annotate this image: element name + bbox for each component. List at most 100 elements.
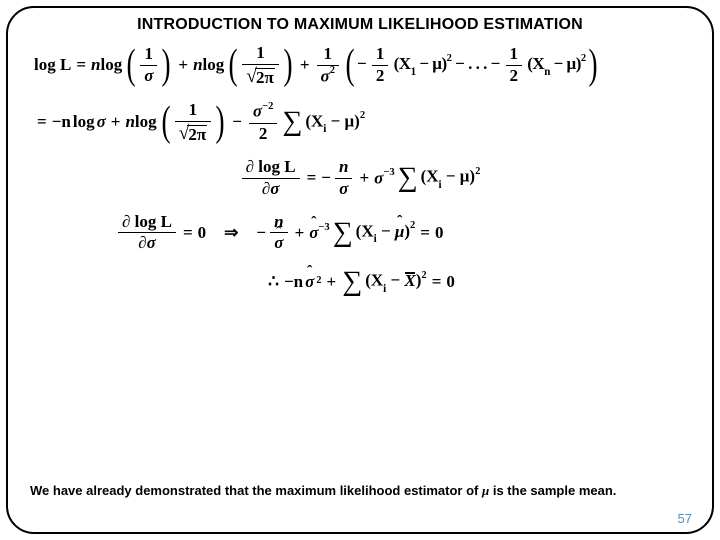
- eq3-sum: ∑: [398, 163, 418, 194]
- eq2-f3n: σ: [253, 102, 262, 121]
- eq3-tsup: 2: [475, 166, 480, 177]
- slide-frame: INTRODUCTION TO MAXIMUM LIKELIHOOD ESTIM…: [6, 6, 714, 534]
- eq3-pa: ∂: [246, 157, 254, 176]
- eq1-n2: n: [193, 55, 202, 74]
- eq4-eq1: =: [180, 224, 196, 243]
- eq4-implies: ⇒: [208, 224, 254, 243]
- eq4-m: −: [256, 224, 266, 243]
- eq4-logL: log L: [135, 212, 172, 231]
- eq3-sigsup: −3: [383, 167, 394, 178]
- eq1-hd2: 2: [506, 67, 522, 86]
- eq3-tsub: i: [439, 179, 442, 191]
- eq1-xna: (X: [527, 55, 544, 74]
- eq1-log2: log: [203, 55, 225, 74]
- eq1-plus2: +: [297, 56, 313, 75]
- eq2-log2: log: [135, 112, 157, 131]
- eq5-plus: +: [324, 273, 340, 292]
- eq2-ta: (X: [305, 111, 323, 130]
- equation-4: ∂ log L ∂σ = 0 ⇒ − nσ + σ−3 ∑ (Xi − μ)2 …: [26, 213, 694, 253]
- eq2-f3sup: −2: [262, 101, 273, 112]
- eq1-hn1: 1: [372, 45, 388, 64]
- eq2-n: n: [125, 112, 134, 131]
- eq1-minus1: −: [357, 55, 366, 74]
- eq2-plus: +: [108, 113, 124, 132]
- eq4-sum: ∑: [333, 218, 353, 249]
- eq2-f3d: 2: [255, 125, 272, 144]
- eq5-therefore: ∴: [265, 273, 282, 292]
- eq4-plus: +: [292, 224, 308, 243]
- eq1-xnb: − μ): [550, 55, 581, 74]
- eq1-equals: =: [73, 56, 89, 75]
- eq4-z2: 0: [435, 224, 444, 243]
- eq1-2pi1: 2π: [255, 68, 275, 88]
- eq1-hd1: 2: [372, 67, 388, 86]
- eq2-tsub: i: [323, 123, 326, 135]
- eq1-f1num: 1: [141, 45, 158, 64]
- eq4-z1: 0: [198, 224, 207, 243]
- eq2-tsup: 2: [360, 110, 365, 121]
- eq3-logL: log L: [258, 157, 295, 176]
- eq3-tb: − μ): [442, 167, 476, 186]
- eq5-tsub: i: [383, 283, 386, 295]
- eq1-dots: − . . . −: [455, 55, 500, 74]
- eq3-plus: +: [356, 169, 372, 188]
- eq5-zero: 0: [446, 273, 455, 292]
- eq4-muhat: μ: [395, 222, 404, 241]
- equation-5: ∴ −nσ2 + ∑ (Xi − X)2 = 0: [26, 267, 694, 298]
- eq2-t1: −n: [52, 113, 71, 132]
- eq1-f3den: σ: [321, 66, 330, 85]
- eq4-tsub: i: [374, 233, 377, 245]
- eq5-ta: (X: [365, 271, 383, 290]
- eq1-f2num: 1: [252, 44, 269, 63]
- eq1-hn2: 1: [506, 45, 522, 64]
- eq4-sigsup: −3: [318, 222, 329, 233]
- eq5-minus: −: [386, 271, 404, 290]
- equation-area: log L = nlog ( 1σ ) + nlog ( 1√2π ) + 1σ…: [26, 44, 694, 298]
- eq3-m: −: [321, 169, 331, 188]
- slide-title: INTRODUCTION TO MAXIMUM LIKELIHOOD ESTIM…: [26, 16, 694, 34]
- eq1-f3sup: 2: [330, 65, 335, 76]
- eq2-minus: −: [229, 113, 245, 132]
- eq2-sig: σ: [97, 113, 106, 132]
- eq4-eq2: =: [417, 224, 433, 243]
- eq4-ta: (X: [356, 222, 374, 241]
- eq5-eq: =: [429, 273, 445, 292]
- eq1-f1den: σ: [144, 66, 153, 85]
- caption-part-a: We have already demonstrated that the ma…: [30, 483, 482, 498]
- eq4-sig0: σ: [147, 233, 156, 252]
- eq5-xbar: X: [404, 271, 415, 290]
- eq4-tm: −: [377, 222, 395, 241]
- eq2-tb: − μ): [326, 111, 360, 130]
- eq1-xnsub: n: [544, 66, 550, 78]
- eq3-sig0: σ: [270, 179, 279, 198]
- eq1-f3num: 1: [319, 45, 336, 64]
- eq5-sigsup: 2: [316, 275, 321, 287]
- eq1-log1: log: [100, 55, 122, 74]
- eq4-pb: ∂: [138, 233, 146, 252]
- eq5-sighat: σ: [305, 272, 314, 291]
- caption: We have already demonstrated that the ma…: [30, 483, 690, 500]
- eq2-sum: ∑: [282, 107, 302, 138]
- eq3-ta: (X: [421, 167, 439, 186]
- equation-3: ∂ log L ∂σ = − nσ + σ−3 ∑ (Xi − μ)2: [26, 158, 694, 198]
- eq1-lhs: log L: [34, 56, 71, 75]
- page-number: 57: [678, 511, 692, 526]
- eq5-tsup: 2: [421, 270, 426, 281]
- eq4-tsup: 2: [410, 220, 415, 231]
- eq1-x1sub: 1: [411, 66, 416, 78]
- eq2-eq: =: [34, 113, 50, 132]
- eq3-pb: ∂: [262, 179, 270, 198]
- eq3-sig1: σ: [339, 179, 348, 198]
- eq2-log: log: [73, 113, 95, 132]
- caption-part-b: is the sample mean.: [489, 483, 616, 498]
- eq1-xnsup: 2: [581, 53, 586, 64]
- eq4-pa: ∂: [122, 212, 130, 231]
- eq3-n: n: [339, 157, 348, 176]
- eq1-plus1: +: [175, 56, 191, 75]
- equation-2: = −n log σ + nlog ( 1√2π ) − σ−22 ∑ (Xi …: [26, 101, 694, 144]
- eq1-x1a: (X: [394, 55, 411, 74]
- eq2-2pi: 2π: [187, 125, 207, 145]
- eq1-x1sup: 2: [447, 53, 452, 64]
- eq1-x1b: − μ): [416, 55, 447, 74]
- eq2-f2n: 1: [185, 101, 202, 120]
